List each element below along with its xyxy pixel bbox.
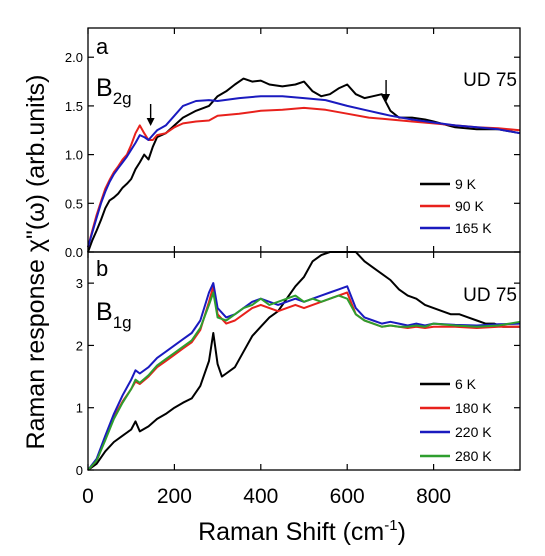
x-tick-label: 600 xyxy=(330,485,365,508)
series-line-90k xyxy=(87,106,521,248)
panel-a-legend: 9 K 90 K 165 K xyxy=(420,176,492,236)
y-tick-label: 2.0 xyxy=(65,50,83,65)
panel-a-arrows xyxy=(146,80,391,126)
legend-label: 165 K xyxy=(455,220,492,236)
panel-a-sample: UD 75 xyxy=(463,70,517,91)
y-axis-title: Raman response χ"(ω) (arb.units) xyxy=(22,75,50,450)
y-tick-label: 2 xyxy=(76,338,83,353)
legend-label: 220 K xyxy=(455,424,492,440)
panel-b-sample: UD 75 xyxy=(463,285,517,306)
y-tick-label: 1 xyxy=(76,401,83,416)
panel-b-legend: 6 K 180 K 220 K 280 K xyxy=(420,376,492,464)
legend-label: 180 K xyxy=(455,400,492,416)
panel-b: 0 1 2 3 0 200 400 600 800 b B1g UD 75 6 K 180 K 22… xyxy=(76,251,521,508)
x-axis-title-main: Raman Shift (cm xyxy=(198,518,384,546)
y-tick-label: 3 xyxy=(76,276,83,291)
legend-label: 90 K xyxy=(455,198,484,214)
x-axis-title-sup: -1 xyxy=(384,517,397,534)
panel-b-ticks: 0 1 2 3 0 200 400 600 800 xyxy=(76,252,520,508)
legend-label: 6 K xyxy=(455,376,477,392)
y-tick-label: 1.0 xyxy=(65,148,83,163)
series-line-220k xyxy=(87,282,521,471)
panel-a-label: a xyxy=(96,34,109,59)
panel-b-frame xyxy=(87,251,521,471)
y-tick-label: 0.5 xyxy=(65,196,83,211)
panel-a-symmetry-sub: 2g xyxy=(113,89,132,108)
panel-a-symmetry: B2g xyxy=(96,74,132,108)
panel-a-symmetry-main: B xyxy=(96,74,113,102)
legend-label: 9 K xyxy=(455,176,477,192)
x-tick-label: 200 xyxy=(157,485,192,508)
y-tick-label: 0.0 xyxy=(65,245,83,260)
x-axis-title: Raman Shift (cm-1) xyxy=(198,517,406,546)
x-tick-label: 400 xyxy=(243,485,278,508)
panel-a-ticks: 0.0 0.5 1.0 1.5 2.0 xyxy=(65,28,520,260)
panel-b-label: b xyxy=(96,256,108,281)
y-tick-label: 0 xyxy=(76,463,83,478)
legend-label: 280 K xyxy=(455,448,492,464)
x-tick-label: 0 xyxy=(82,485,94,508)
series-line-280k xyxy=(87,291,521,471)
arrow-marker-head xyxy=(382,94,391,102)
series-line-6k xyxy=(87,251,520,471)
y-tick-label: 1.5 xyxy=(65,99,83,114)
panel-b-symmetry: B1g xyxy=(96,298,132,332)
x-tick-label: 800 xyxy=(416,485,451,508)
series-line-165k xyxy=(87,95,521,248)
series-line-9k xyxy=(87,77,521,253)
panel-b-symmetry-main: B xyxy=(96,298,113,326)
x-axis-title-end: ) xyxy=(398,518,406,546)
arrow-marker-head xyxy=(146,118,155,126)
panel-a-series xyxy=(87,77,521,253)
panel-b-symmetry-sub: 1g xyxy=(113,313,132,332)
panel-b-series xyxy=(87,251,521,471)
panel-a: 0.0 0.5 1.0 1.5 2.0 a B2g UD 75 9 K 90 K 165 K xyxy=(65,27,521,260)
